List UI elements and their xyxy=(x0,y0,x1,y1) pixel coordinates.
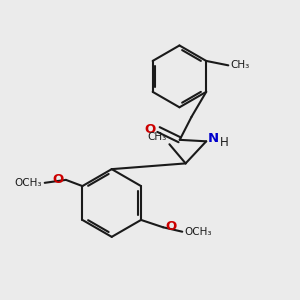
Text: O: O xyxy=(166,220,177,233)
Text: OCH₃: OCH₃ xyxy=(15,178,42,188)
Text: N: N xyxy=(208,132,219,145)
Text: OCH₃: OCH₃ xyxy=(184,227,212,237)
Text: O: O xyxy=(52,173,64,186)
Text: O: O xyxy=(144,123,156,136)
Text: CH₃: CH₃ xyxy=(148,132,167,142)
Text: CH₃: CH₃ xyxy=(231,60,250,70)
Text: H: H xyxy=(220,136,229,149)
